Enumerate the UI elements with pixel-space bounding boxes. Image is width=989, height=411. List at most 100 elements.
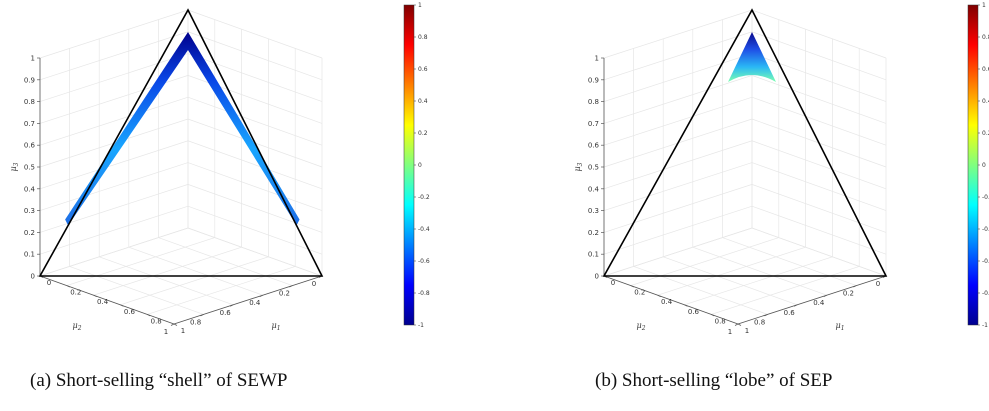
surface-shell xyxy=(65,32,300,226)
z-tick-label: 0.1 xyxy=(24,251,35,259)
gridline-floor-x xyxy=(147,266,296,315)
y-tick-label: 0 xyxy=(876,280,880,288)
colorbar-tick-label: 0 xyxy=(982,162,986,169)
z-tick-label: 0.4 xyxy=(24,185,36,193)
x-tick-label: 0 xyxy=(47,279,51,287)
gridline-floor-x xyxy=(711,266,860,315)
y-tick-label: 0 xyxy=(312,280,316,288)
z-tick-label: 0.5 xyxy=(588,164,599,172)
z-tick-label: 0.7 xyxy=(588,120,599,128)
colorbar-tick-label: 0.6 xyxy=(418,66,428,73)
gridline-floor-x xyxy=(39,227,189,277)
z-tick-label: 0.3 xyxy=(24,207,35,215)
gridline-z xyxy=(603,227,887,277)
x-tick xyxy=(711,314,715,317)
y-tick xyxy=(259,294,263,298)
gridline-floor-x xyxy=(684,256,833,306)
x-tick-label: 0.2 xyxy=(70,289,81,297)
colorbar-tick-label: 0.2 xyxy=(418,130,428,137)
gridline-floor-x xyxy=(657,246,806,296)
colorbar-gradient xyxy=(403,4,415,326)
z-tick-label: 1 xyxy=(31,55,35,63)
x-axis-line xyxy=(173,275,323,325)
x-axis-label: μ1 xyxy=(835,321,844,332)
x-tick-label: 0.6 xyxy=(688,308,700,316)
y-axis-line xyxy=(39,275,175,325)
x-tick xyxy=(684,304,688,307)
colorbar-gradient xyxy=(967,4,979,326)
z-tick-label: 0.1 xyxy=(588,251,599,259)
z-tick-label: 0.3 xyxy=(588,207,599,215)
y-axis-line xyxy=(603,275,739,325)
z-tick-label: 0.8 xyxy=(24,98,35,106)
colorbar-tick-label: 0.8 xyxy=(982,34,989,41)
x-axis-line xyxy=(737,275,887,325)
grid-lines xyxy=(39,9,323,325)
z-tick-label: 0.5 xyxy=(24,164,35,172)
figure-canvas: 00.20.40.60.8100.20.40.60.8100.10.20.30.… xyxy=(9,2,989,336)
x-tick xyxy=(630,285,634,288)
x-tick xyxy=(737,323,742,326)
y-tick xyxy=(794,304,798,307)
x-axis-label: μ1 xyxy=(271,321,280,332)
z-tick-label: 0.2 xyxy=(24,229,35,237)
y-tick xyxy=(823,294,827,298)
colorbar-tick-label: 0.2 xyxy=(982,130,989,137)
colorbar-tick-label: -1 xyxy=(982,322,988,329)
y-tick-label: 1 xyxy=(728,328,732,336)
gridline-floor-y xyxy=(663,256,798,306)
caption-b: (b) Short-selling “lobe” of SEP xyxy=(595,370,833,391)
z-axis-label: μ3 xyxy=(573,162,584,171)
colorbar-tick-label: 1 xyxy=(982,2,986,9)
y-tick-label: 0.2 xyxy=(279,290,290,298)
surface-lobe xyxy=(728,32,776,82)
gridline-floor-y xyxy=(128,246,263,296)
z-tick-label: 0.6 xyxy=(24,142,36,150)
colorbar-tick-label: 0.4 xyxy=(982,98,989,105)
z-tick-label: 0.2 xyxy=(588,229,599,237)
colorbar-tick-label: 0.4 xyxy=(418,98,428,105)
chart-panel-a: 00.20.40.60.8100.20.40.60.8100.10.20.30.… xyxy=(9,2,430,336)
colorbar-tick-label: -0.8 xyxy=(982,290,989,297)
gridline-floor-x xyxy=(120,256,269,306)
colorbar-tick-label: -1 xyxy=(418,322,424,329)
x-tick xyxy=(66,285,70,288)
gridline-floor-x xyxy=(630,237,779,286)
z-tick-label: 0.4 xyxy=(588,185,600,193)
y-tick-label: 0.6 xyxy=(220,309,232,317)
z-tick-label: 0.7 xyxy=(24,120,35,128)
y-tick-label: 0.2 xyxy=(843,290,854,298)
colorbar-tick-label: -0.4 xyxy=(418,226,430,233)
caption-a: (a) Short-selling “shell” of SEWP xyxy=(30,370,288,391)
z-tick-label: 0.9 xyxy=(588,76,599,84)
y-tick-label: 0.8 xyxy=(754,318,765,326)
y-tick xyxy=(230,304,234,307)
colorbar-tick-label: 0.6 xyxy=(982,66,989,73)
y-tick-label: 1 xyxy=(164,328,168,336)
gridline-floor-y xyxy=(751,227,887,277)
z-tick-label: 0.6 xyxy=(588,142,600,150)
gridline-floor-y xyxy=(187,227,323,277)
colorbar-tick-label: 0.8 xyxy=(418,34,428,41)
z-tick-label: 0 xyxy=(595,273,599,281)
x-tick xyxy=(120,304,124,307)
x-tick xyxy=(173,323,178,326)
x-tick xyxy=(657,294,661,298)
gridline-floor-y xyxy=(69,266,204,315)
x-tick-label: 0.4 xyxy=(97,298,109,306)
x-tick-label: 0.8 xyxy=(715,317,726,325)
x-tick-label: 0.4 xyxy=(661,298,673,306)
colorbar-tick-label: -0.2 xyxy=(418,194,430,201)
gridline-floor-y xyxy=(99,256,234,306)
x-tick-label: 1 xyxy=(181,327,185,335)
x-tick-label: 0 xyxy=(611,279,615,287)
y-tick-label: 0.6 xyxy=(784,309,796,317)
x-tick-label: 1 xyxy=(745,327,749,335)
x-tick-label: 0.6 xyxy=(124,308,136,316)
y-tick-label: 0.8 xyxy=(190,318,201,326)
colorbar-tick-label: 1 xyxy=(418,2,422,9)
simplex-triangle xyxy=(602,8,888,277)
x-tick xyxy=(147,314,151,317)
colorbar-tick-label: -0.4 xyxy=(982,226,989,233)
y-tick-label: 0.4 xyxy=(813,299,825,307)
